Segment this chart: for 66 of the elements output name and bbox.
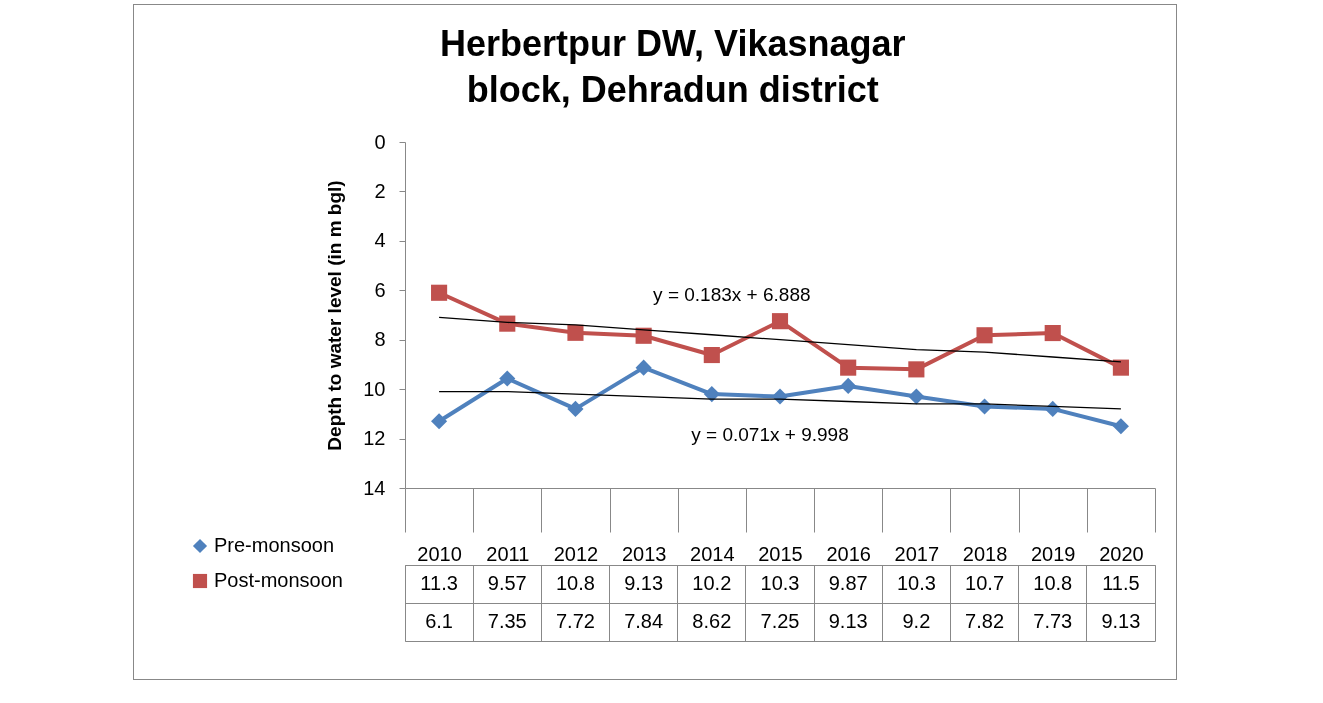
data-label: 7.72: [555, 610, 595, 632]
y-tick-label: 10: [363, 377, 386, 400]
y-tick-label: 6: [374, 278, 386, 301]
point: [499, 315, 516, 332]
point: [499, 370, 516, 387]
y-axis-title: Depth to water level (in m bgl): [324, 180, 346, 451]
data-label: 6.1: [425, 610, 453, 632]
data-label: 9.57: [487, 572, 527, 594]
point: [635, 359, 652, 376]
point: [431, 413, 448, 430]
data-label: 10.8: [1033, 572, 1073, 594]
chart-title: Herbertpur DW, Vikasnagar block, Dehradun district: [440, 23, 906, 110]
point: [908, 388, 925, 405]
legend-label: Pre-monsoon: [214, 534, 335, 556]
point: [1112, 359, 1129, 376]
point: [840, 377, 857, 394]
point: [840, 359, 857, 376]
x-tick-label: 2013: [621, 542, 667, 565]
data-label: 10.3: [760, 572, 800, 594]
data-label: 9.13: [828, 610, 868, 632]
annotation: y = 0.183x + 6.888: [653, 283, 811, 305]
x-tick-label: 2016: [826, 542, 871, 565]
y-tick-label: 0: [374, 130, 386, 153]
point: [567, 400, 584, 417]
data-label: 7.25: [760, 610, 800, 632]
point: [431, 284, 448, 301]
x-tick-label: 2020: [1099, 542, 1144, 565]
point: [1112, 418, 1129, 435]
data-label: 9.13: [1101, 610, 1141, 632]
point: [908, 361, 925, 378]
data-label: 7.73: [1033, 610, 1073, 632]
y-tick-label: 12: [363, 427, 386, 450]
data-label: 9.2: [902, 610, 931, 632]
data-label: 7.35: [487, 610, 527, 632]
y-tick-label: 8: [374, 328, 386, 351]
y-tick-label: 2: [374, 179, 386, 202]
y-tick-label: 14: [363, 476, 386, 499]
point: [1044, 400, 1061, 417]
x-tick-label: 2014: [690, 542, 735, 565]
x-tick-label: 2019: [1030, 542, 1076, 565]
point: [771, 313, 789, 330]
point: [976, 327, 993, 344]
data-label: 7.84: [624, 610, 664, 632]
data-label: 10.2: [692, 572, 732, 594]
data-label: 9.13: [624, 572, 664, 594]
data-label: 8.62: [692, 610, 732, 632]
x-tick-label: 2012: [553, 542, 599, 565]
point: [567, 324, 584, 341]
data-label: 10.8: [555, 572, 595, 594]
annotation: y = 0.071x + 9.998: [691, 424, 849, 446]
x-tick-label: 2018: [962, 542, 1008, 565]
point: [703, 346, 720, 364]
data-label: 10.7: [965, 572, 1005, 594]
x-tick-label: 2010: [417, 542, 462, 565]
x-tick-label: 2015: [758, 542, 803, 565]
data-label: 9.87: [828, 572, 868, 594]
legend-label: Post-monsoon: [214, 569, 343, 591]
data-label: 11.5: [1102, 572, 1140, 594]
point: [635, 327, 652, 344]
point: [1044, 324, 1061, 342]
data-label: 7.82: [965, 610, 1005, 632]
data-label: 10.3: [896, 572, 936, 594]
data-label: 11.3: [420, 572, 458, 594]
x-tick-label: 2017: [894, 542, 940, 565]
y-tick-label: 4: [374, 229, 386, 252]
x-tick-label: 2011: [486, 542, 530, 565]
